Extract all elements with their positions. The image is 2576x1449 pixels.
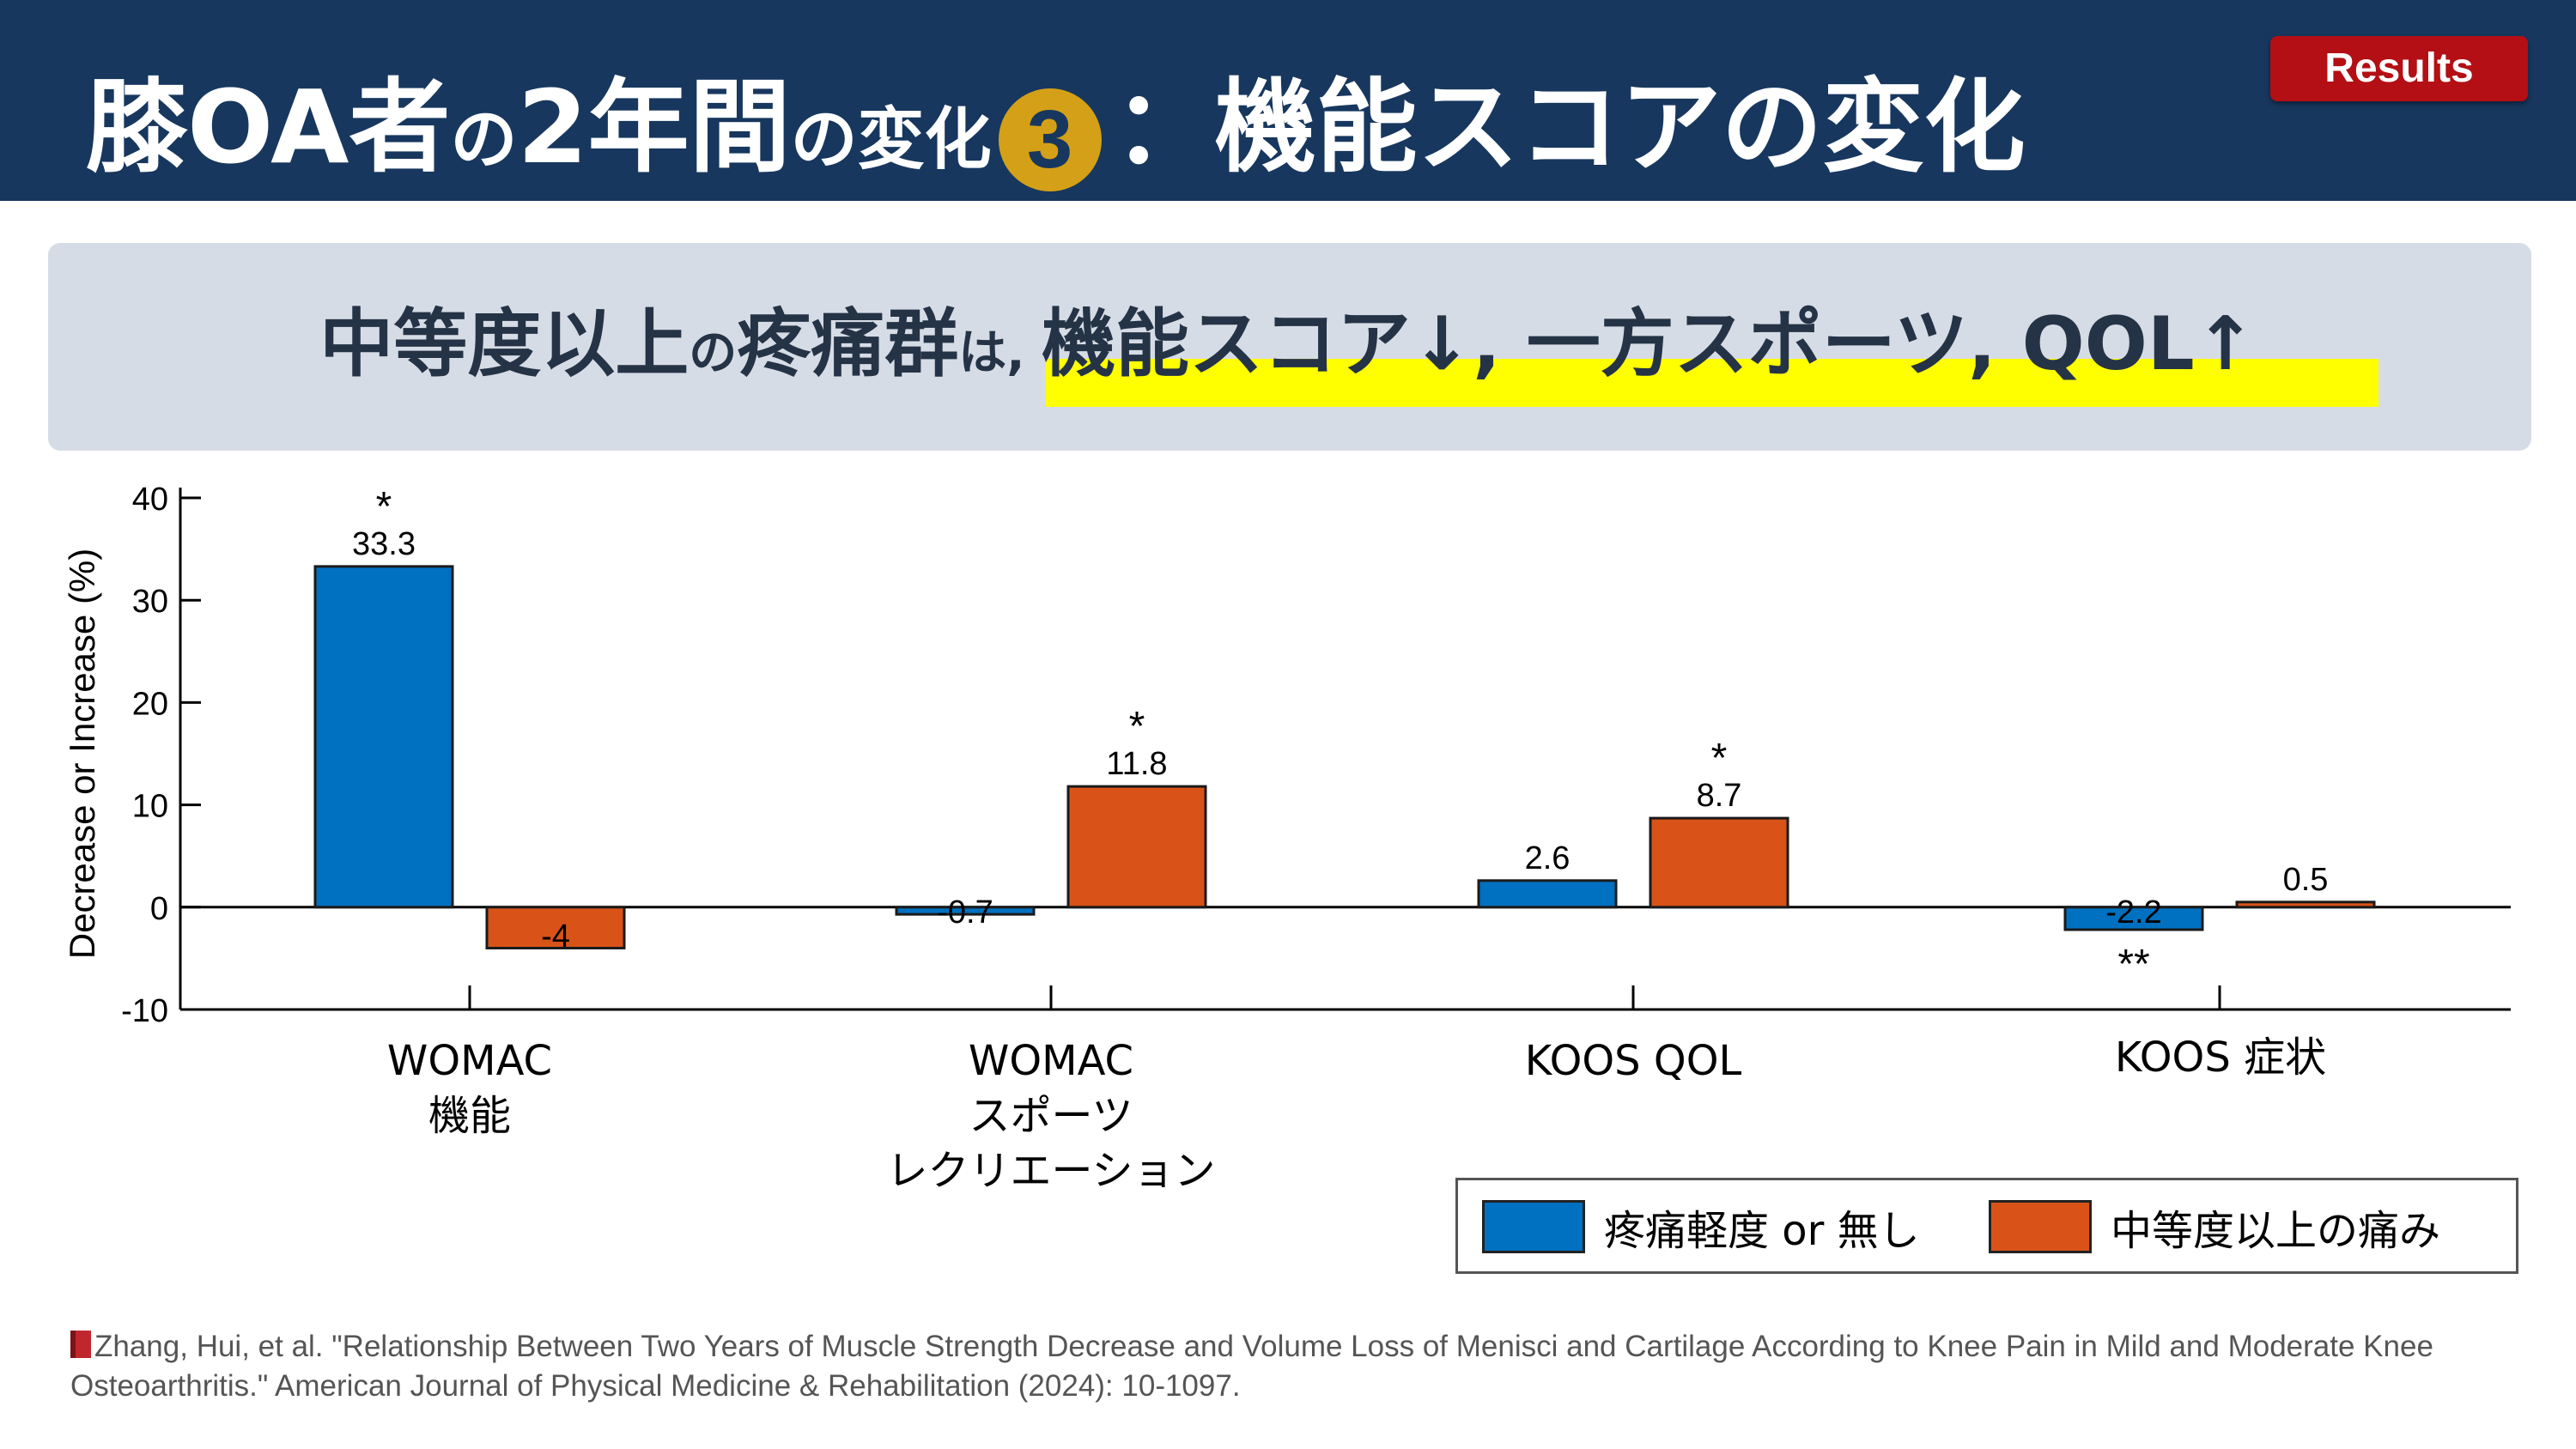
subtitle-box — [48, 243, 2531, 451]
title-part-3: 2年間 — [517, 68, 791, 186]
results-badge: Results — [2270, 36, 2528, 101]
category-line-1: WOMAC — [968, 1037, 1134, 1085]
legend-item-mild: 疼痛軽度 or 無し — [1482, 1199, 1920, 1255]
significance-mark: ** — [2117, 942, 2149, 987]
value-label: 0.5 — [2283, 862, 2329, 898]
value-label: 8.7 — [1697, 778, 1742, 814]
y-tick-label: 10 — [132, 789, 168, 825]
category-label-koos-qol: KOOS QOL — [1358, 1034, 1908, 1088]
title-part-4: の変化 — [790, 101, 992, 179]
legend-swatch-moderate — [1989, 1200, 2092, 1253]
significance-mark: * — [1129, 704, 1145, 749]
bar-moderate-2 — [1649, 816, 1789, 909]
title-part-2: の — [450, 101, 518, 179]
bar-moderate-1 — [1066, 785, 1207, 909]
subtitle-part-2: の — [689, 325, 738, 381]
title-tail: ：機能スコアの変化 — [1113, 68, 2026, 186]
bar-mild-3 — [2063, 906, 2204, 931]
legend-label-moderate: 中等度以上の痛み — [2111, 1207, 2441, 1255]
value-label: -0.7 — [937, 894, 993, 931]
value-label: 11.8 — [1106, 746, 1167, 782]
y-axis-label: Decrease or Increase (%) — [62, 549, 102, 960]
book-icon — [70, 1331, 91, 1358]
page-title: 膝OA者 の 2年間 の変化 3 ：機能スコアの変化 — [86, 45, 2026, 191]
category-line-2: 機能 — [428, 1092, 511, 1140]
bar-mild-0 — [313, 565, 454, 909]
y-tick-label: -10 — [121, 993, 168, 1029]
subtitle-part-3: 疼痛群 — [737, 301, 959, 387]
title-part-1: 膝OA者 — [86, 68, 451, 186]
bar-moderate-3 — [2235, 900, 2376, 909]
value-label: -2.2 — [2105, 894, 2161, 931]
bar-mild-2 — [1477, 879, 1618, 909]
y-tick-label: 30 — [132, 584, 168, 620]
subtitle-part-4: は, — [958, 325, 1042, 381]
significance-mark: * — [376, 484, 392, 530]
y-tick-label: 40 — [132, 482, 168, 518]
bar-moderate-0 — [485, 906, 626, 949]
category-label-womac-function: WOMAC 機能 — [195, 1034, 744, 1143]
category-line-1: KOOS 症状 — [2114, 1034, 2327, 1082]
value-label: -4 — [541, 919, 570, 955]
legend-swatch-mild — [1482, 1200, 1585, 1253]
y-tick-label: 0 — [150, 891, 168, 927]
citation: Zhang, Hui, et al. "Relationship Between… — [70, 1327, 2509, 1406]
legend-label-mild: 疼痛軽度 or 無し — [1604, 1207, 1920, 1255]
subtitle-highlighted-text: 機能スコア↓, 一方スポーツ, QOL↑ — [1042, 301, 2257, 387]
category-line-2: スポーツ — [969, 1092, 1133, 1140]
significance-mark: * — [1711, 736, 1728, 781]
y-tick-label: 20 — [132, 686, 168, 722]
citation-text: Zhang, Hui, et al. "Relationship Between… — [70, 1330, 2433, 1403]
bar-chart: 40 30 20 10 0 -10 Decrease or Increase (%) 33.3… — [62, 482, 2511, 1029]
title-number-badge: 3 — [998, 88, 1102, 191]
subtitle: 中等度以上の疼痛群は, 機能スコア↓, 一方スポーツ, QOL↑ — [0, 283, 2576, 391]
header-bar: 膝OA者 の 2年間 の変化 3 ：機能スコアの変化 Results — [0, 0, 2576, 201]
value-label: 2.6 — [1525, 840, 1571, 876]
category-line-1: WOMAC — [386, 1037, 553, 1085]
bar-mild-1 — [895, 906, 1036, 916]
subtitle-highlight-marker — [1046, 359, 2379, 407]
category-label-womac-sport: WOMAC スポーツ レクリエーション — [776, 1034, 1326, 1198]
value-label: 33.3 — [352, 526, 416, 562]
legend-item-moderate: 中等度以上の痛み — [1989, 1199, 2441, 1255]
chart-legend: 疼痛軽度 or 無し 中等度以上の痛み — [1455, 1178, 2518, 1274]
category-label-koos-symptoms: KOOS 症状 — [1946, 1030, 2495, 1085]
subtitle-part-1: 中等度以上 — [319, 301, 690, 387]
category-line-3: レクリエーション — [886, 1147, 1216, 1195]
category-line-1: KOOS QOL — [1524, 1037, 1742, 1085]
